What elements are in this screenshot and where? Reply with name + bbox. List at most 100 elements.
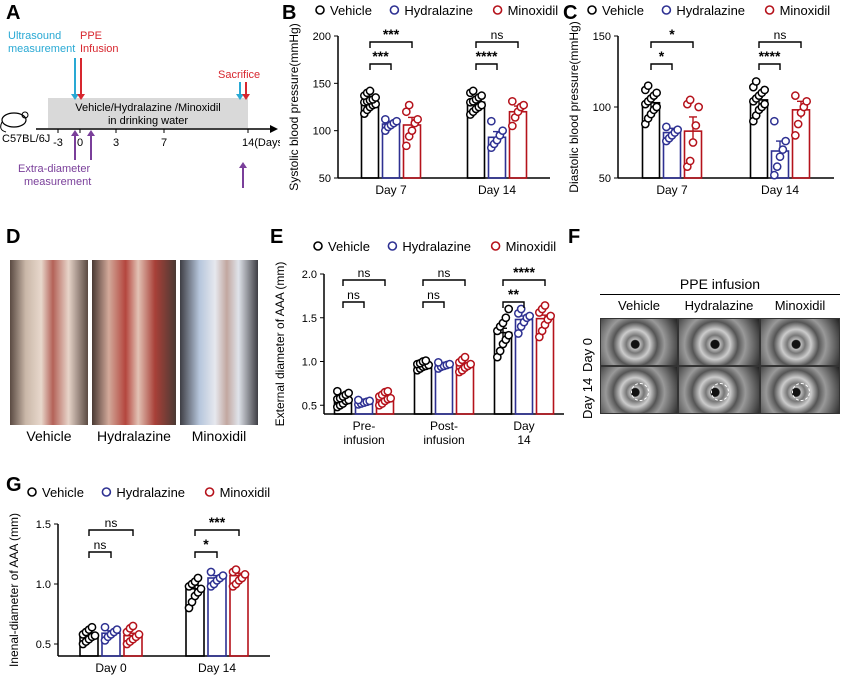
aneurysm-outline xyxy=(792,383,811,402)
significance-label: * xyxy=(203,536,209,552)
x-tick-label: Pre- xyxy=(353,419,376,433)
data-point xyxy=(134,630,144,639)
y-tick-label: 50 xyxy=(319,173,331,185)
significance-bracket xyxy=(194,551,218,558)
timeline-tick-label: -3 xyxy=(53,137,63,149)
data-point xyxy=(433,358,443,367)
ultrasound-image xyxy=(678,366,760,414)
panel-b-chart: Vehicle Hydralazine Minoxidil 50 100 150 200 Sy… xyxy=(287,3,558,197)
data-point xyxy=(332,386,342,396)
caption-hydralazine: Hydralazine xyxy=(97,428,171,444)
treatment-label-line2: in drinking water xyxy=(108,115,188,127)
data-point xyxy=(507,121,517,131)
data-point xyxy=(793,119,803,129)
data-point xyxy=(781,136,791,146)
data-point xyxy=(383,386,393,396)
significance-bracket xyxy=(758,41,802,48)
sacrifice-label: Sacrifice xyxy=(218,69,260,81)
y-tick-label: 50 xyxy=(599,173,611,185)
x-tick-label: 14 xyxy=(517,433,531,447)
legend-label: Minoxidil xyxy=(506,239,557,254)
legend-label: Hydralazine xyxy=(402,239,471,254)
legend-marker xyxy=(315,5,325,15)
data-point xyxy=(380,114,390,124)
data-point xyxy=(751,77,761,86)
y-tick-label: 150 xyxy=(593,31,611,43)
data-point xyxy=(778,145,788,154)
us-row-day0: Day 0 xyxy=(580,338,595,372)
data-point xyxy=(365,396,375,406)
data-point xyxy=(790,131,800,140)
significance-bracket xyxy=(369,41,413,48)
ultrasound-image xyxy=(678,318,760,366)
y-tick-label: 1.5 xyxy=(36,519,51,531)
data-point xyxy=(516,304,526,314)
legend-marker xyxy=(313,241,323,251)
x-tick-label: Day 14 xyxy=(478,183,516,197)
data-point xyxy=(218,571,228,580)
significance-label: ns xyxy=(491,28,504,42)
significance-bracket xyxy=(502,301,525,308)
data-point xyxy=(401,141,411,151)
aorta-photo-hydralazine xyxy=(92,260,176,425)
data-point xyxy=(460,352,470,362)
data-point xyxy=(504,304,514,314)
data-point xyxy=(501,313,511,323)
ultrasound-image xyxy=(760,318,840,366)
significance-label: ns xyxy=(347,288,360,302)
data-point xyxy=(495,346,505,356)
data-point xyxy=(371,93,381,102)
significance-bracket xyxy=(422,279,466,286)
ultrasound-label-line2: measurement xyxy=(8,43,75,55)
data-point xyxy=(802,96,812,106)
significance-label: *** xyxy=(372,48,389,64)
data-point xyxy=(540,301,550,310)
legend-label: Hydralazine xyxy=(676,3,745,18)
y-axis-label: Inenal-diameter of AAA (mm) xyxy=(7,513,21,667)
data-point xyxy=(688,138,698,147)
legend-marker xyxy=(389,5,400,15)
data-point xyxy=(392,116,402,126)
y-tick-label: 2.0 xyxy=(302,269,317,281)
panel-letter-b: B xyxy=(282,2,297,24)
significance-bracket xyxy=(475,63,498,70)
data-point xyxy=(775,152,785,162)
significance-label: ns xyxy=(94,538,107,552)
x-tick-label: Day 7 xyxy=(656,183,688,197)
panel-letter-f: F xyxy=(568,226,581,248)
significance-label: *** xyxy=(209,514,226,530)
data-point xyxy=(100,622,110,632)
timeline-tick-label: 7 xyxy=(161,137,167,149)
significance-bracket xyxy=(502,279,546,286)
bar xyxy=(791,109,811,179)
significance-label: **** xyxy=(476,48,498,64)
legend-marker xyxy=(101,487,112,497)
us-col-vehicle: Vehicle xyxy=(618,298,660,313)
data-point xyxy=(240,570,250,579)
significance-label: ns xyxy=(427,288,440,302)
y-axis-label: External diameter of AAA (mm) xyxy=(273,262,287,427)
data-point xyxy=(413,114,423,124)
data-point xyxy=(685,95,695,105)
significance-label: ** xyxy=(508,286,519,302)
aorta-photo-vehicle xyxy=(10,260,88,425)
y-tick-label: 150 xyxy=(313,78,331,90)
caption-vehicle: Vehicle xyxy=(26,428,72,444)
y-axis-label: Diastolic blood pressure(mmHg) xyxy=(567,21,581,192)
data-point xyxy=(407,126,417,136)
significance-bracket xyxy=(650,41,694,48)
data-point xyxy=(519,100,529,110)
legend-marker xyxy=(661,5,672,15)
significance-bracket xyxy=(88,529,134,536)
data-point xyxy=(477,91,487,100)
significance-label: ns xyxy=(105,516,118,530)
data-point xyxy=(652,88,662,98)
ppe-label-line1: PPE xyxy=(80,30,102,42)
data-point xyxy=(685,156,695,166)
legend-marker xyxy=(490,241,501,251)
data-point xyxy=(760,99,770,109)
significance-label: ns xyxy=(358,266,371,280)
significance-bracket xyxy=(342,301,365,308)
aneurysm-outline xyxy=(711,383,729,402)
significance-bracket xyxy=(650,63,673,70)
